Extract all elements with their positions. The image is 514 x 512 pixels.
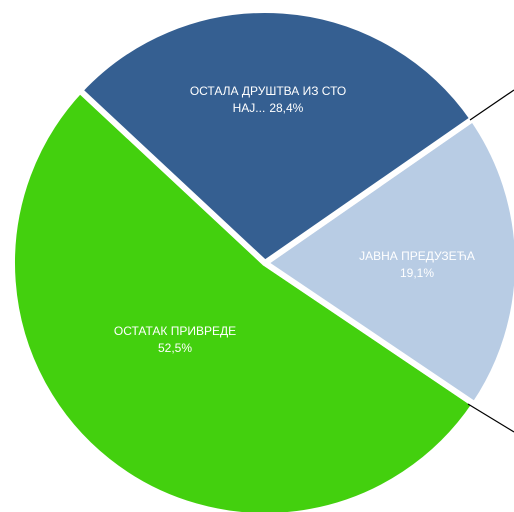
leader-line	[469, 89, 514, 121]
slice-label: ОСТАТАК ПРИВРЕДЕ 52,5%	[95, 323, 255, 357]
category-label: ОСТАЛА ДРУШТВА ИЗ СТО НАЈ...	[189, 84, 347, 115]
value-label: 28,4%	[269, 101, 304, 115]
category-label: ОСТАТАК ПРИВРЕДЕ	[113, 324, 237, 338]
value-label: 52,5%	[157, 341, 193, 355]
slice-label: ОСТАЛА ДРУШТВА ИЗ СТО НАЈ... 28,4%	[173, 83, 363, 117]
slice-label: ЈАВНА ПРЕДУЗЕЋА 19,1%	[337, 248, 497, 282]
category-label: ЈАВНА ПРЕДУЗЕЋА	[359, 249, 475, 263]
leader-line	[467, 403, 514, 433]
value-label: 19,1%	[399, 266, 435, 280]
pie-slice	[76, 7, 476, 266]
pie-slice	[262, 115, 514, 408]
pie-slice	[9, 87, 478, 512]
